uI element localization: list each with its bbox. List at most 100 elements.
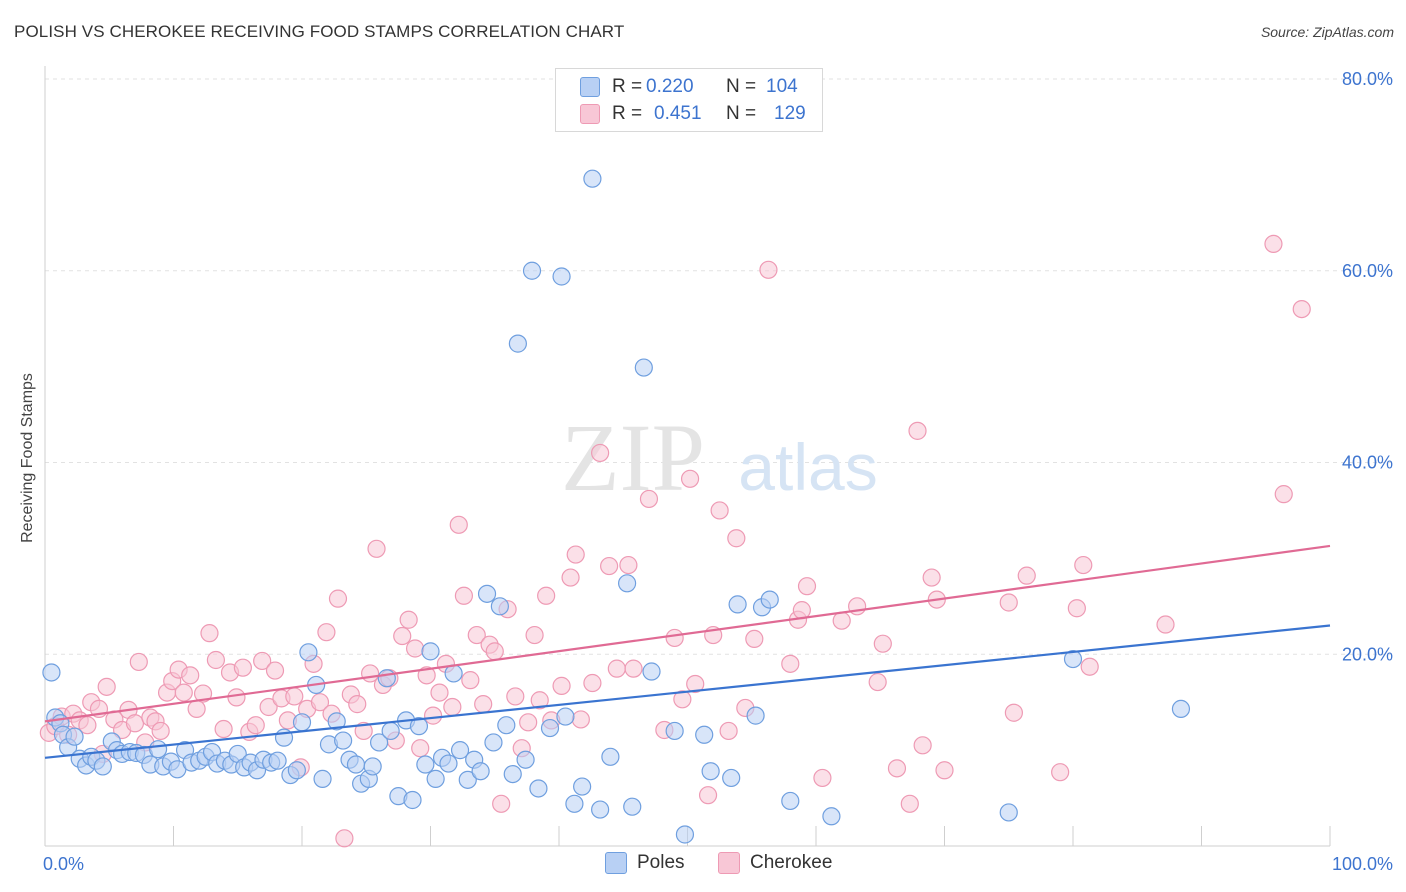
poles-point-51 bbox=[363, 757, 382, 776]
legend-item-cherokee[interactable]: Cherokee bbox=[718, 852, 832, 874]
r-value: 0.451 bbox=[654, 103, 702, 124]
cherokee-point-129 bbox=[1156, 615, 1175, 634]
cherokee-point-23 bbox=[174, 683, 193, 702]
poles-point-77 bbox=[529, 779, 548, 798]
y-tick-labels: 20.0% 40.0% 60.0% 80.0% bbox=[1342, 69, 1393, 664]
poles-point-18 bbox=[148, 740, 168, 759]
poles-point-71 bbox=[490, 597, 509, 616]
cherokee-point-123 bbox=[1004, 703, 1023, 722]
poles-point-57 bbox=[403, 790, 422, 810]
cherokee-point-82 bbox=[552, 676, 571, 695]
cherokee-point-86 bbox=[583, 673, 602, 693]
poles-point-60 bbox=[421, 642, 440, 661]
poles-point-73 bbox=[503, 764, 522, 784]
y-tick-label-2: 60.0% bbox=[1342, 261, 1393, 281]
poles-point-52 bbox=[370, 733, 389, 752]
cherokee-point-110 bbox=[813, 768, 832, 788]
cherokee-point-91 bbox=[624, 659, 643, 678]
poles-point-95 bbox=[728, 595, 747, 614]
cherokee-point-97 bbox=[686, 674, 705, 694]
poles-point-61 bbox=[426, 769, 445, 788]
cherokee-point-85 bbox=[571, 710, 590, 729]
poles-point-59 bbox=[416, 755, 435, 774]
y-tick-label-1: 40.0% bbox=[1342, 453, 1393, 473]
series-legend: Poles Cherokee bbox=[0, 852, 1406, 878]
series-cherokee-points bbox=[39, 234, 1311, 848]
poles-point-45 bbox=[327, 712, 346, 731]
poles-point-10 bbox=[93, 757, 112, 776]
cherokee-point-128 bbox=[1080, 657, 1099, 676]
cherokee-point-83 bbox=[561, 568, 580, 587]
cherokee-point-101 bbox=[719, 721, 738, 741]
poles-point-54 bbox=[381, 721, 400, 741]
y-tick-label-3: 80.0% bbox=[1342, 69, 1393, 89]
y-axis-label: Receiving Food Stamps bbox=[19, 373, 36, 543]
poles-point-41 bbox=[299, 643, 318, 662]
poles-point-39 bbox=[287, 761, 306, 780]
cherokee-point-73 bbox=[492, 794, 511, 813]
cherokee-point-95 bbox=[673, 690, 692, 709]
cherokee-swatch bbox=[580, 104, 600, 124]
cherokee-point-19 bbox=[151, 721, 170, 741]
cherokee-point-26 bbox=[193, 684, 213, 703]
cherokee-point-36 bbox=[259, 697, 278, 717]
cherokee-point-116 bbox=[900, 794, 919, 813]
poles-point-93 bbox=[701, 762, 720, 781]
cherokee-trend-line bbox=[44, 544, 1331, 723]
x-tick-labels: 0.0% 100.0% bbox=[43, 854, 1393, 874]
stats-legend: R = 0.220 N = 104 R = 0.451 N = 129 bbox=[555, 68, 823, 132]
cherokee-point-14 bbox=[125, 714, 145, 733]
cherokee-point-127 bbox=[1074, 555, 1093, 575]
cherokee-point-15 bbox=[129, 652, 148, 672]
r-label: R = bbox=[612, 103, 643, 124]
cherokee-point-102 bbox=[727, 529, 746, 548]
cherokee-point-48 bbox=[335, 829, 354, 848]
r-label: R = bbox=[612, 76, 643, 97]
cherokee-point-113 bbox=[868, 672, 887, 692]
poles-point-75 bbox=[516, 750, 535, 769]
cherokee-point-51 bbox=[354, 721, 373, 741]
cherokee-point-6 bbox=[78, 716, 97, 735]
cherokee-point-106 bbox=[781, 654, 800, 673]
cherokee-point-32 bbox=[233, 658, 252, 677]
poles-point-82 bbox=[573, 777, 592, 796]
n-value: 104 bbox=[766, 76, 798, 97]
poles-point-98 bbox=[760, 590, 779, 609]
cherokee-point-132 bbox=[1292, 300, 1311, 319]
cherokee-point-66 bbox=[449, 515, 468, 534]
poles-point-63 bbox=[439, 754, 458, 773]
source-credit: Source: ZipAtlas.com bbox=[1260, 24, 1394, 40]
poles-point-96 bbox=[746, 706, 765, 725]
poles-point-79 bbox=[552, 267, 571, 286]
cherokee-point-130 bbox=[1264, 234, 1283, 254]
poles-point-70 bbox=[484, 733, 503, 752]
cherokee-point-117 bbox=[908, 421, 927, 440]
cherokee-point-124 bbox=[1017, 566, 1036, 585]
cherokee-point-35 bbox=[253, 651, 272, 671]
axes bbox=[44, 66, 1331, 847]
cherokee-point-122 bbox=[999, 593, 1018, 612]
watermark-atlas: atlas bbox=[738, 430, 877, 504]
poles-point-78 bbox=[540, 718, 560, 738]
poles-point-92 bbox=[695, 725, 714, 744]
poles-point-53 bbox=[377, 669, 396, 688]
cherokee-point-125 bbox=[1051, 763, 1070, 782]
poles-point-81 bbox=[565, 794, 584, 813]
cherokee-point-118 bbox=[913, 736, 932, 755]
poles-point-0 bbox=[42, 663, 61, 682]
cherokee-point-61 bbox=[417, 666, 436, 685]
y-tick-label-0: 20.0% bbox=[1342, 644, 1393, 664]
poles-legend-swatch bbox=[605, 852, 627, 874]
poles-trend-line bbox=[44, 624, 1331, 759]
poles-legend-label: Poles bbox=[637, 852, 685, 873]
poles-point-65 bbox=[450, 741, 470, 760]
legend-item-poles[interactable]: Poles bbox=[605, 852, 685, 874]
cherokee-point-121 bbox=[935, 761, 954, 780]
cherokee-point-131 bbox=[1274, 485, 1293, 504]
poles-point-80 bbox=[556, 707, 575, 726]
cherokee-point-34 bbox=[246, 716, 265, 735]
watermark-zip: ZIP bbox=[561, 404, 705, 511]
cherokee-point-96 bbox=[680, 469, 700, 488]
cherokee-point-69 bbox=[467, 625, 486, 645]
r-value: 0.220 bbox=[646, 76, 694, 97]
